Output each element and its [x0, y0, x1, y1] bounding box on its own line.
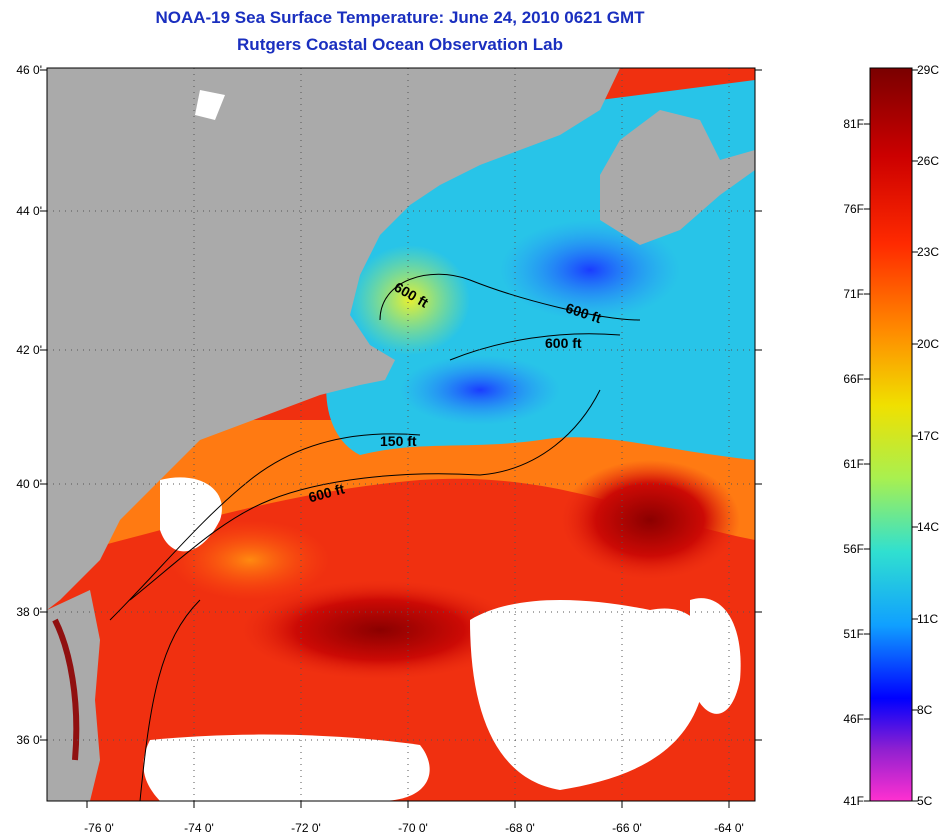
cb-f-41: 41F — [843, 794, 864, 808]
contour-150 — [109, 433, 421, 621]
lon-label-64: -64 0' — [714, 821, 744, 835]
cb-f-56: 56F — [843, 542, 864, 556]
cb-f-76: 76F — [843, 202, 864, 216]
cb-c-20: 20C — [917, 337, 939, 351]
cloud-patch-coast — [160, 477, 222, 552]
lon-label-66: -66 0' — [612, 821, 642, 835]
contour-600-middle — [449, 333, 621, 361]
cb-c-11: 11C — [917, 612, 938, 626]
contour-label-3: 600 ft — [545, 335, 582, 351]
lat-label-36: 36 0' — [16, 733, 42, 747]
cloud-patch-south — [470, 600, 708, 790]
cb-c-8: 8C — [917, 703, 933, 717]
orange-patch — [170, 520, 330, 600]
cb-f-51: 51F — [843, 627, 864, 641]
lat-label-40: 40 0' — [16, 477, 42, 491]
cb-f-61: 61F — [843, 457, 864, 471]
warm-patch-yellow — [350, 245, 470, 355]
lat-label-42: 42 0' — [16, 343, 42, 357]
lon-label-68: -68 0' — [505, 821, 535, 835]
inland-lake — [195, 90, 225, 120]
warm-core-south — [240, 580, 520, 680]
cb-f-66: 66F — [843, 372, 864, 386]
chesapeake-bay — [52, 618, 80, 761]
lon-label-70: -70 0' — [398, 821, 428, 835]
warm-mid-band — [47, 420, 755, 560]
contour-600-south — [139, 599, 201, 801]
cold-patch-blue — [500, 220, 680, 320]
lat-label-44: 44 0' — [16, 204, 42, 218]
land-nova-scotia — [47, 68, 755, 245]
cb-c-17: 17C — [917, 429, 939, 443]
cb-c-14: 14C — [917, 520, 939, 534]
lon-label-74: -74 0' — [184, 821, 214, 835]
lat-label-46: 46 0' — [16, 63, 42, 77]
graticule — [47, 68, 755, 801]
map-subtitle: Rutgers Coastal Ocean Observation Lab — [237, 35, 563, 54]
lon-label-76: -76 0' — [84, 821, 114, 835]
lon-label-72: -72 0' — [291, 821, 321, 835]
axis-ticks — [40, 69, 762, 808]
map-title: NOAA-19 Sea Surface Temperature: June 24… — [155, 8, 645, 27]
colorbar-ticks — [864, 69, 918, 802]
contour-600-north — [379, 273, 641, 321]
gulf-stream-warm-core — [560, 460, 740, 580]
cloud-patch-southwest — [143, 734, 430, 801]
lat-label-38: 38 0' — [16, 605, 42, 619]
map-frame — [46, 67, 756, 802]
cb-f-46: 46F — [843, 712, 864, 726]
cb-c-23: 23C — [917, 245, 939, 259]
cb-c-26: 26C — [917, 154, 939, 168]
cb-f-71: 71F — [843, 287, 864, 301]
cb-f-81: 81F — [843, 117, 864, 131]
cb-c-5: 5C — [917, 794, 933, 808]
colorbar — [869, 67, 913, 802]
land-new-england — [47, 68, 620, 610]
contour-label-4: 150 ft — [380, 433, 417, 449]
cold-patch-blue-south — [400, 355, 560, 425]
contour-600-shelf — [129, 389, 601, 601]
cloud-patch-east — [690, 598, 741, 714]
cb-c-29: 29C — [917, 63, 939, 77]
